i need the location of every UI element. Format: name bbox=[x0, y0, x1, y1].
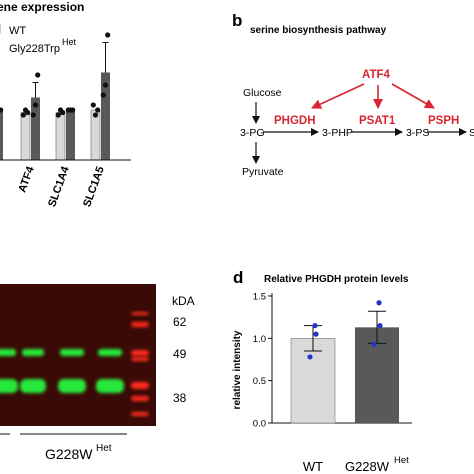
ladder-band bbox=[131, 396, 149, 401]
node-psph: PSPH bbox=[428, 115, 459, 127]
panel-d-x-label-sup: Het bbox=[394, 455, 409, 466]
panel-b: b serine biosynthesis pathway ATF4 Gluco… bbox=[232, 11, 474, 178]
node-phgdh: PHGDH bbox=[274, 115, 316, 127]
panel-a-point bbox=[20, 112, 26, 118]
group-label-g228w-sup: Het bbox=[96, 443, 112, 454]
panel-a-point bbox=[100, 92, 106, 98]
blot-band-lower bbox=[96, 379, 124, 393]
panel-a-point bbox=[32, 102, 39, 108]
panel-d: d Relative PHGDH protein levels relative… bbox=[232, 268, 412, 474]
panel-d-point bbox=[376, 300, 382, 306]
panel-a-point bbox=[25, 109, 31, 116]
blot-bands bbox=[0, 312, 149, 416]
panel-a-category-label: SLC1A5 bbox=[81, 165, 107, 209]
kda-label: kDA bbox=[172, 294, 195, 308]
panel-d-point bbox=[371, 341, 377, 347]
legend-label-wt: WT bbox=[9, 25, 26, 37]
marker-49: 49 bbox=[173, 347, 187, 361]
panel-d-y-tick-label: 0.0 bbox=[253, 419, 266, 430]
panel-d-x-label: WT bbox=[303, 459, 323, 474]
panel-d-plot: 0.0 0.5 1.0 1.5 WT G228W Het bbox=[253, 292, 412, 474]
arrow-atf4-phgdh bbox=[311, 83, 365, 109]
panel-a-point bbox=[60, 109, 66, 116]
panel-a-bar bbox=[31, 97, 40, 160]
ladder-band bbox=[131, 322, 149, 327]
panel-a-point bbox=[55, 112, 61, 118]
panel-d-y-tick-label: 1.5 bbox=[253, 292, 266, 303]
marker-38: 38 bbox=[173, 391, 187, 405]
panel-d-point bbox=[313, 331, 319, 337]
marker-62: 62 bbox=[173, 315, 187, 329]
panel-a-point bbox=[102, 82, 109, 88]
panel-d-y-tick-label: 1.0 bbox=[253, 334, 266, 345]
panel-b-letter: b bbox=[232, 11, 242, 30]
node-pyruvate: Pyruvate bbox=[242, 166, 284, 178]
panel-d-point bbox=[312, 323, 318, 329]
node-3php: 3-PHP bbox=[322, 127, 353, 139]
panel-d-bar bbox=[290, 338, 336, 424]
legend-label-het-text: Gly228Trp bbox=[9, 43, 60, 55]
panel-d-y-tick-label: 0.5 bbox=[253, 376, 266, 387]
panel-a-point bbox=[90, 102, 96, 108]
panel-a-bar bbox=[0, 110, 3, 160]
panel-d-letter: d bbox=[233, 268, 243, 287]
panel-a-point bbox=[0, 107, 4, 113]
blot-band-lower bbox=[0, 379, 18, 393]
panel-d-x-label: G228W bbox=[345, 459, 390, 474]
group-label-g228w: G228W bbox=[45, 446, 93, 462]
blot-band-upper bbox=[0, 349, 16, 356]
node-glucose: Glucose bbox=[243, 87, 282, 99]
blot-band-upper bbox=[98, 349, 122, 356]
panel-a-point bbox=[92, 112, 99, 118]
ladder-band bbox=[131, 350, 149, 356]
panel-a-point bbox=[105, 32, 111, 38]
legend-label-het-sup: Het bbox=[62, 37, 77, 47]
panel-a-category-label: ATF4 bbox=[16, 164, 37, 194]
panel-a-point bbox=[30, 112, 36, 118]
panel-a-point bbox=[35, 72, 41, 78]
blot-band-lower bbox=[58, 379, 86, 393]
legend-label-het: Gly228Trp bbox=[9, 43, 60, 55]
ladder-band bbox=[131, 312, 149, 315]
panel-d-point bbox=[307, 354, 313, 360]
node-serine-cut: S bbox=[469, 127, 474, 139]
blot-band-upper bbox=[60, 349, 84, 356]
panel-a-category-label: SLC1A4 bbox=[46, 164, 72, 209]
blot-band-lower bbox=[20, 379, 46, 393]
panel-a-legend: WT Gly228Trp Het bbox=[0, 23, 77, 55]
panel-a-bar bbox=[101, 72, 110, 160]
ladder-band bbox=[131, 412, 149, 416]
node-psat1: PSAT1 bbox=[359, 115, 396, 127]
panel-a-category-labels: HMT2ATF4SLC1A4SLC1A5 bbox=[16, 164, 107, 209]
node-atf4: ATF4 bbox=[362, 69, 391, 81]
panel-d-ylabel: relative intensity bbox=[232, 330, 243, 409]
panel-d-title: Relative PHGDH protein levels bbox=[264, 274, 409, 285]
panel-a-title: ene expression bbox=[0, 0, 84, 14]
panel-b-title: serine biosynthesis pathway bbox=[250, 25, 387, 36]
panel-a-bar bbox=[20, 112, 31, 161]
panel-a-point bbox=[70, 107, 76, 113]
blot-band-upper bbox=[22, 349, 44, 356]
panel-c: kDA 62 49 38 G228W Het bbox=[0, 284, 195, 462]
node-3pg: 3-PG bbox=[240, 127, 265, 139]
node-3ps: 3-PS bbox=[406, 127, 429, 139]
panel-a-bar bbox=[66, 110, 75, 160]
ladder-band bbox=[131, 382, 149, 389]
panel-d-point bbox=[377, 323, 383, 329]
panel-a: ene expression WT Gly228Trp Het HMT2ATF4… bbox=[0, 0, 131, 209]
panel-a-point bbox=[95, 107, 101, 113]
ladder-band bbox=[131, 357, 149, 361]
panel-a-bar bbox=[55, 112, 66, 161]
arrow-atf4-psph bbox=[391, 83, 435, 109]
